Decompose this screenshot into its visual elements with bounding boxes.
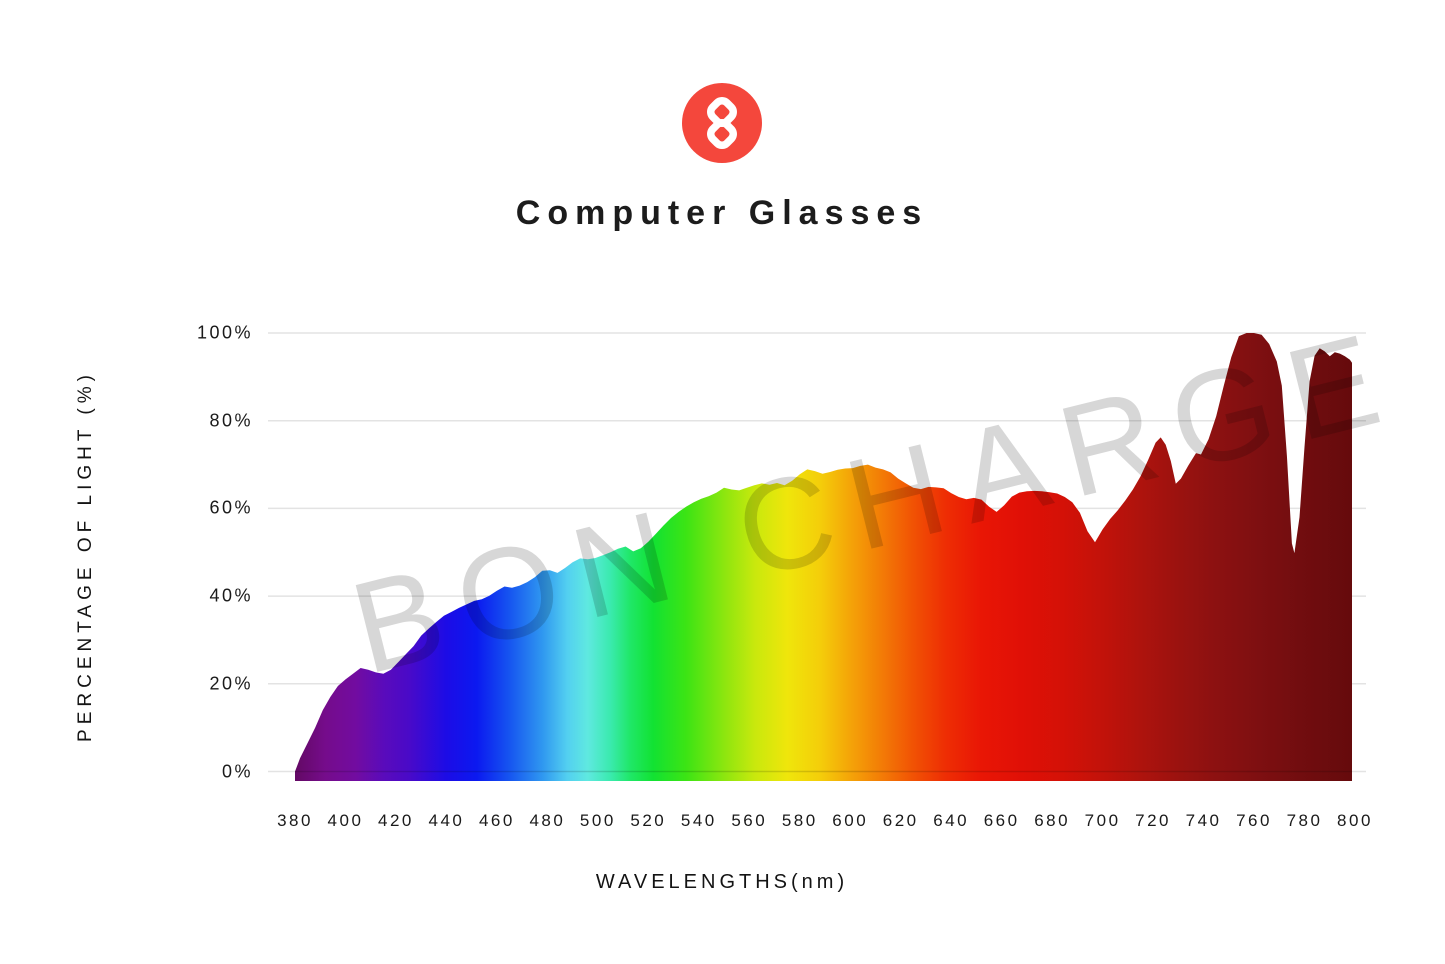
x-tick-label: 380 <box>277 811 313 830</box>
x-tick-label: 500 <box>579 811 616 830</box>
x-axis-title: WAVELENGTHS(nm) <box>595 871 849 893</box>
x-tick-label: 660 <box>983 811 1020 830</box>
y-tick-label: 100% <box>196 322 253 343</box>
figure-eight-icon <box>707 97 737 149</box>
x-tick-label: 580 <box>781 811 818 830</box>
x-tick-label: 400 <box>327 811 364 830</box>
x-tick-label: 760 <box>1236 811 1272 830</box>
x-tick-label: 740 <box>1185 811 1222 830</box>
y-tick-label: 80% <box>209 410 253 431</box>
page-title: Computer Glasses <box>515 194 929 232</box>
x-tick-label: 480 <box>529 811 566 830</box>
x-tick-label: 620 <box>882 811 919 830</box>
x-tick-label: 560 <box>731 811 768 830</box>
x-tick-label: 460 <box>478 811 515 830</box>
x-tick-label: 700 <box>1084 811 1121 830</box>
x-tick-label: 720 <box>1135 811 1172 830</box>
spectrum-area-fill <box>295 333 1352 781</box>
y-axis-title: PERCENTAGE OF LIGHT (%) <box>75 370 96 742</box>
x-tick-label: 600 <box>832 811 869 830</box>
y-tick-label: 0% <box>221 761 253 781</box>
x-tick-label: 420 <box>378 811 414 830</box>
x-tick-label: 440 <box>428 811 465 830</box>
x-tick-label: 680 <box>1034 811 1071 830</box>
x-tick-label: 520 <box>630 811 667 830</box>
y-tick-label: 20% <box>209 673 253 694</box>
x-tick-label: 780 <box>1286 811 1323 830</box>
y-tick-label: 40% <box>209 585 253 606</box>
y-tick-label: 60% <box>209 497 253 518</box>
bon-charge-logo <box>682 83 762 163</box>
x-tick-label: 540 <box>680 811 717 830</box>
bon-charge-logo-graphic <box>682 83 762 163</box>
x-tick-label: 800 <box>1337 811 1373 830</box>
x-tick-label: 640 <box>933 811 970 830</box>
